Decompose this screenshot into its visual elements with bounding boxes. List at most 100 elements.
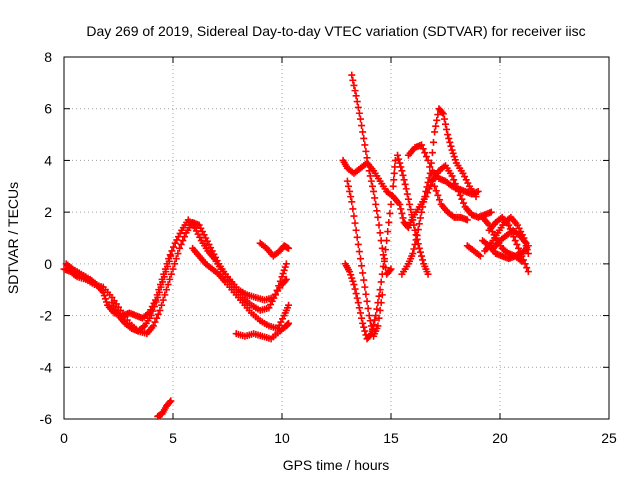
data-point [366,172,374,180]
data-point [414,240,422,248]
data-point [397,163,405,171]
x-tick-label: 20 [492,430,508,446]
data-point [430,138,438,146]
x-tick-label: 0 [60,430,68,446]
data-point [354,299,362,307]
data-point [403,190,411,198]
data-point [404,195,412,203]
data-point [99,288,107,296]
data-point [172,255,180,263]
chart-title: Day 269 of 2019, Sidereal Day-to-day VTE… [86,23,585,39]
series-track-7 [154,397,175,420]
data-point [511,237,519,245]
data-point [387,265,395,273]
x-tick-label: 25 [601,430,617,446]
data-point [419,145,427,153]
data-point [424,178,432,186]
data-point [177,240,185,248]
data-point [167,270,175,278]
data-point [363,154,371,162]
data-point [164,262,172,270]
data-point [375,314,383,322]
data-point [402,185,410,193]
data-point [399,214,407,222]
y-tick-label: 4 [44,152,52,168]
data-point [348,71,356,79]
data-point [351,285,359,293]
data-point [158,301,166,309]
data-point [373,305,381,313]
data-point [362,290,370,298]
data-point [165,257,173,265]
data-point [171,260,179,268]
data-point [391,156,399,164]
data-point [443,125,451,133]
data-point [523,264,531,272]
data-point [368,182,376,190]
data-point [382,246,390,254]
axis-ticks: 0 5 10 15 20 25 -6 -4 -2 0 2 4 6 8 [40,49,617,446]
data-point [356,309,364,317]
data-point [367,177,375,185]
data-point [418,252,426,260]
series-track-11 [343,177,386,340]
series-track-10 [341,156,399,343]
data-point [350,281,358,289]
data-point [524,250,532,258]
data-point [377,278,385,286]
series-track-13 [394,151,432,278]
data-point [448,172,456,180]
series-track-16 [463,242,484,260]
y-tick-label: 8 [44,49,52,65]
data-point [400,176,408,184]
data-point [359,269,367,277]
x-tick-label: 10 [274,430,290,446]
data-point [376,306,384,314]
data-point [154,310,162,318]
data-point [152,298,160,306]
data-point [397,205,405,213]
plot-frame [63,56,610,420]
data-point [438,109,446,117]
data-point [166,398,174,406]
y-tick-label: 0 [44,256,52,272]
data-point [522,239,530,247]
data-point [149,322,157,330]
data-point [285,319,293,327]
data-point [176,244,184,252]
data-point [371,194,379,202]
data-point [383,237,391,245]
y-tick-label: -6 [40,411,53,427]
data-point [516,248,524,256]
data-point [361,327,369,335]
data-point [448,146,456,154]
data-point [281,277,289,285]
data-point [387,200,395,208]
data-point [375,221,383,229]
series-track-21 [479,237,526,265]
data-point [281,263,289,271]
data-point [353,294,361,302]
data-point [169,265,177,273]
data-point [100,292,108,300]
data-point [358,122,366,130]
data-point [376,229,384,237]
series-track-3 [108,252,175,335]
data-point [377,299,385,307]
series-track-20 [489,226,530,252]
data-point [446,138,454,146]
data-point [162,268,170,276]
data-point [153,314,161,322]
data-point [459,199,467,207]
series-track-5 [232,319,293,343]
data-point [476,252,484,260]
data-point [359,319,367,327]
data-point [361,141,369,149]
data-point [285,301,293,309]
data-point [422,187,430,195]
data-point [352,226,360,234]
data-point [436,196,444,204]
data-point [423,183,431,191]
data-points [60,71,532,420]
series-track-4 [189,244,293,332]
